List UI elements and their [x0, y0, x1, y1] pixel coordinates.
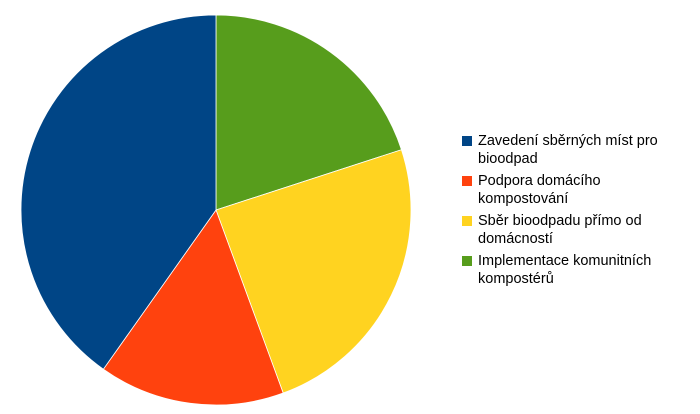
legend-swatch: [462, 136, 472, 146]
legend-label: Podpora domácího kompostování: [478, 173, 601, 207]
legend-label: Implementace komunitních kompostérů: [478, 253, 652, 287]
legend-item: Sběr bioodpadu přímo od domácností: [462, 212, 694, 248]
legend-item: Podpora domácího kompostování: [462, 172, 694, 208]
legend-label: Zavedení sběrných míst pro bioodpad: [478, 133, 658, 167]
pie-slice-3: [102, 209, 284, 406]
legend-item: Zavedení sběrných míst pro bioodpad: [462, 132, 694, 168]
legend-item: Implementace komunitních kompostérů: [462, 252, 694, 288]
pie-slice-2: [215, 149, 412, 394]
legend-swatch: [462, 216, 472, 226]
legend-label: Sběr bioodpadu přímo od domácností: [478, 213, 642, 247]
pie-slice-1: [215, 14, 402, 211]
chart-legend: Zavedení sběrných míst pro bioodpad Podp…: [462, 132, 694, 292]
legend-swatch: [462, 176, 472, 186]
pie-slices: [20, 14, 412, 406]
pie-slice-4: [20, 14, 217, 370]
legend-swatch: [462, 256, 472, 266]
